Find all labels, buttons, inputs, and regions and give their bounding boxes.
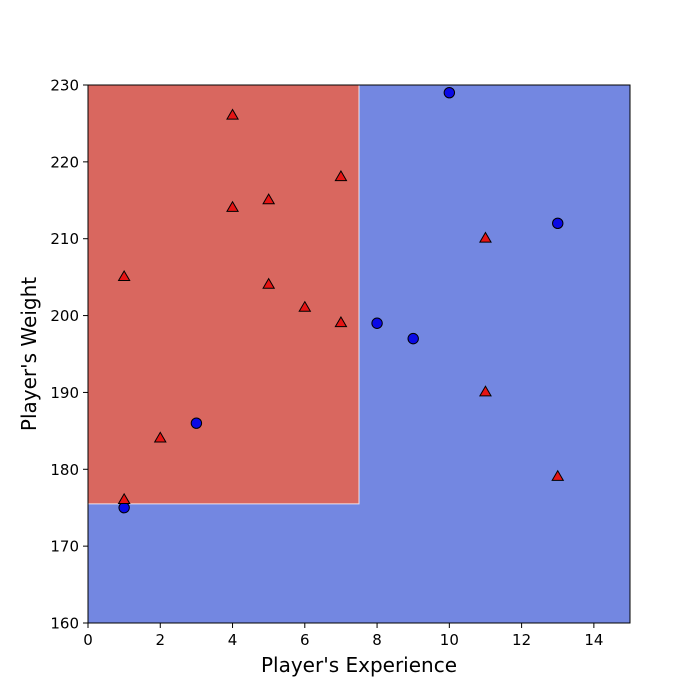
point-triangle	[334, 170, 348, 182]
point-circle	[371, 317, 383, 329]
x-tick-label: 0	[83, 631, 93, 649]
x-tick-label: 6	[300, 631, 310, 649]
point-triangle	[226, 108, 239, 120]
y-tick-label: 170	[50, 538, 79, 556]
y-tick-label: 200	[50, 307, 79, 325]
point-triangle	[334, 316, 348, 328]
point-circle	[118, 502, 130, 514]
point-triangle	[262, 277, 276, 289]
point-circle	[552, 217, 564, 230]
point-circle	[443, 86, 456, 99]
y-axis-label: Player's Weight	[17, 277, 41, 431]
x-tick-label: 14	[584, 631, 603, 649]
point-triangle	[117, 492, 131, 504]
point-triangle	[153, 431, 167, 443]
x-tick-label: 10	[440, 631, 459, 649]
y-tick-label: 220	[50, 153, 79, 171]
x-tick-label: 4	[228, 631, 238, 649]
point-triangle	[479, 385, 492, 397]
y-tick-label: 210	[50, 230, 79, 248]
point-circle	[407, 332, 419, 345]
x-tick-label: 2	[155, 631, 165, 649]
region-boundary	[88, 85, 360, 505]
point-triangle	[551, 469, 565, 481]
point-triangle	[262, 193, 276, 205]
y-tick-label: 230	[50, 77, 79, 95]
regions-layer	[88, 85, 630, 623]
plot-frame	[87, 84, 631, 624]
y-tick-label: 190	[50, 384, 79, 402]
points-layer	[117, 86, 565, 514]
x-axis-label: Player's Experience	[261, 653, 457, 677]
point-triangle	[226, 200, 239, 212]
x-tick-label: 12	[512, 631, 531, 649]
y-axis: 160 170 180 190 200 210 220 230	[50, 77, 88, 633]
x-tick-label: 8	[372, 631, 382, 649]
point-triangle	[117, 269, 131, 282]
point-triangle	[298, 300, 312, 312]
y-tick-label: 160	[50, 615, 79, 633]
region-triangle	[88, 85, 359, 504]
point-circle	[190, 417, 203, 429]
point-triangle	[479, 231, 492, 243]
y-tick-label: 180	[50, 461, 79, 479]
x-axis: 0 2 4 6 8 10 12 14	[83, 623, 603, 649]
